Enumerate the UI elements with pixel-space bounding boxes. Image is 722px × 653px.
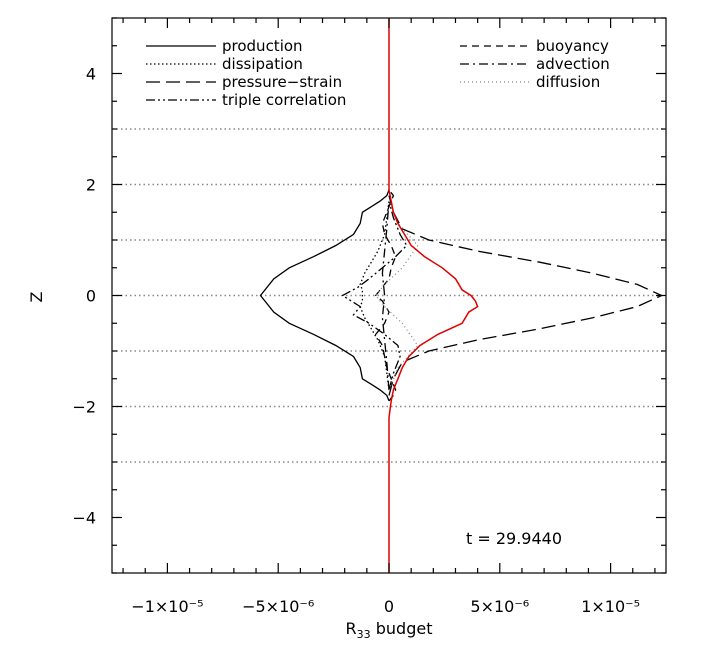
y-tick-label: 2 <box>86 176 96 195</box>
x-axis-label-sub: 33 <box>357 628 371 641</box>
legend-label-diffusion: diffusion <box>536 73 600 91</box>
legend-label-triple: triple correlation <box>222 91 346 109</box>
x-tick-label: 5×10⁻⁶ <box>470 597 529 616</box>
series-dissipation <box>359 201 390 390</box>
x-tick-label: −1×10⁻⁵ <box>131 597 203 616</box>
x-axis-label-suffix: budget <box>371 619 433 638</box>
legend-label-production: production <box>222 37 303 55</box>
x-tick-label: −5×10⁻⁶ <box>242 597 314 616</box>
legend-label-dissipation: dissipation <box>222 55 303 73</box>
y-tick-label: 0 <box>86 287 96 306</box>
x-axis-label: R33 budget <box>346 619 433 641</box>
series-total <box>388 18 479 573</box>
y-tick-label: −4 <box>72 509 96 528</box>
y-tick-label: 4 <box>86 65 96 84</box>
y-tick-label: −2 <box>72 398 96 417</box>
series-advection <box>381 201 390 390</box>
series-triple <box>341 200 408 391</box>
time-annotation: t = 29.9440 <box>466 529 562 548</box>
x-tick-label: 0 <box>384 597 394 616</box>
legend-label-pressure_strain: pressure−strain <box>222 73 342 91</box>
y-axis-label: Z <box>27 291 46 302</box>
series-buoyancy <box>374 189 397 402</box>
legend-label-buoyancy: buoyancy <box>536 37 609 55</box>
legend-label-advection: advection <box>536 55 610 73</box>
x-tick-label: 1×10⁻⁵ <box>581 597 640 616</box>
legend: productiondissipationpressure−straintrip… <box>146 37 610 109</box>
x-axis-label-main: R <box>346 619 357 638</box>
axis-ticks: −1×10⁻⁵ −5×10⁻⁶ 0 5×10⁻⁶ 1×10⁻⁵ −4 −2 0 2 4 <box>72 17 666 616</box>
series-production <box>259 189 390 402</box>
